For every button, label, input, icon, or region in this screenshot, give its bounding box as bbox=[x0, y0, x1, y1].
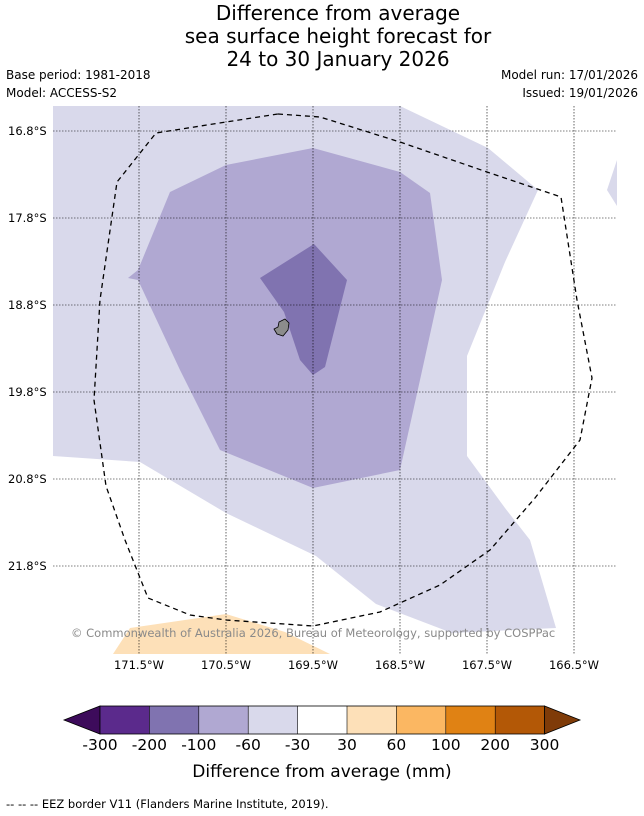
colorbar-tick: 200 bbox=[480, 736, 510, 754]
colorbar-extend-low bbox=[62, 705, 101, 735]
anomaly-band-mid bbox=[128, 148, 442, 488]
model-run: Model run: 17/01/2026 bbox=[500, 68, 638, 82]
lat-label: 20.8°S bbox=[8, 472, 47, 486]
lat-label: 21.8°S bbox=[8, 559, 47, 573]
lon-label: 166.5°W bbox=[548, 658, 600, 672]
lon-label: 171.5°W bbox=[113, 658, 165, 672]
lon-label: 168.5°W bbox=[374, 658, 426, 672]
lon-label: 167.5°W bbox=[461, 658, 513, 672]
title-line-3: 24 to 30 January 2026 bbox=[226, 47, 450, 71]
lon-label: 170.5°W bbox=[200, 658, 252, 672]
model-name: Model: ACCESS-S2 bbox=[6, 86, 118, 100]
colorbar-tick: -300 bbox=[82, 736, 118, 754]
anomaly-band-dark bbox=[260, 244, 347, 375]
colorbar-swatch bbox=[198, 706, 249, 734]
colorbar-tick: -60 bbox=[235, 736, 261, 754]
colorbar bbox=[62, 705, 582, 735]
eez-border bbox=[93, 113, 593, 627]
colorbar-tick: 30 bbox=[337, 736, 357, 754]
grid-lines bbox=[53, 106, 617, 654]
colorbar-swatch bbox=[297, 706, 347, 734]
anomaly-band-light-east bbox=[607, 160, 617, 206]
colorbar-swatch bbox=[100, 706, 150, 734]
colorbar-tick: -100 bbox=[181, 736, 217, 754]
colorbar-tick: -200 bbox=[131, 736, 167, 754]
copyright-notice: © Commonwealth of Australia 2026, Bureau… bbox=[71, 626, 556, 640]
colorbar-title: Difference from average (mm) bbox=[192, 762, 452, 782]
chart-title: Difference from average sea surface heig… bbox=[0, 2, 644, 71]
anomaly-band-positive bbox=[113, 614, 330, 654]
colorbar-tick: 60 bbox=[386, 736, 407, 754]
lat-label: 18.8°S bbox=[8, 298, 47, 312]
colorbar-swatch bbox=[149, 706, 199, 734]
colorbar-swatch bbox=[396, 706, 446, 734]
title-line-1: Difference from average bbox=[215, 1, 461, 25]
lon-label: 169.5°W bbox=[287, 658, 339, 672]
issued-date: Issued: 19/01/2026 bbox=[522, 86, 638, 100]
lat-label: 17.8°S bbox=[8, 211, 47, 225]
title-line-2: sea surface height forecast for bbox=[184, 24, 492, 48]
eez-footnote: -- -- -- EEZ border V11 (Flanders Marine… bbox=[6, 797, 329, 811]
colorbar-swatch bbox=[347, 706, 397, 734]
map-panel bbox=[53, 106, 617, 654]
colorbar-swatch bbox=[248, 706, 298, 734]
meta-right: Model run: 17/01/2026 Issued: 19/01/2026 bbox=[501, 66, 638, 102]
colorbar-swatch bbox=[495, 706, 545, 734]
lat-label: 16.8°S bbox=[8, 124, 47, 138]
colorbar-extend-high bbox=[544, 705, 582, 735]
colorbar-tick: -30 bbox=[284, 736, 311, 754]
meta-left: Base period: 1981-2018 Model: ACCESS-S2 bbox=[6, 66, 151, 102]
island-land bbox=[273, 318, 290, 337]
colorbar-swatch bbox=[445, 706, 496, 734]
lat-label: 19.8°S bbox=[8, 385, 47, 399]
base-period: Base period: 1981-2018 bbox=[6, 68, 151, 82]
colorbar-tick: 300 bbox=[529, 736, 560, 754]
colorbar-tick: 100 bbox=[431, 736, 461, 754]
